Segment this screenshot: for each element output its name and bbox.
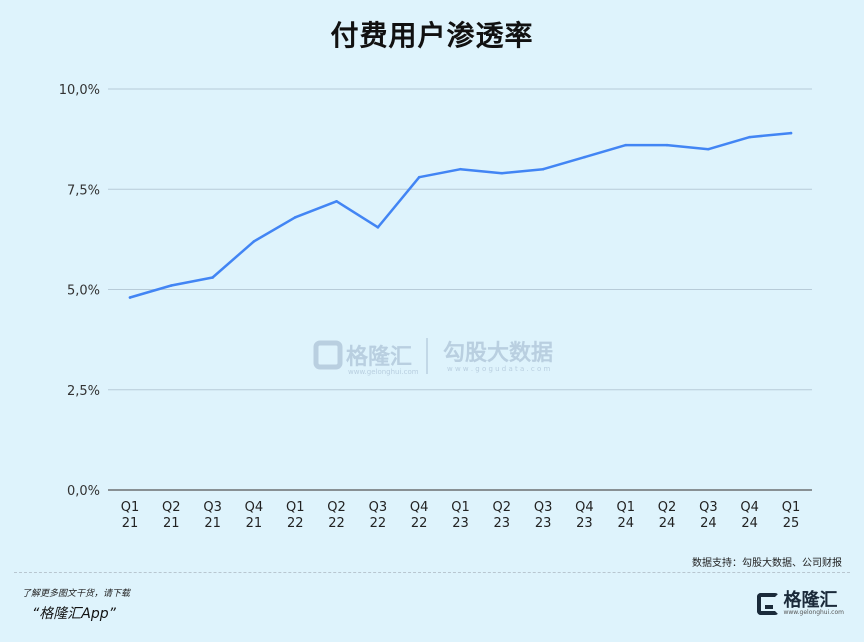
series-line-0 [128,131,793,299]
brand-name: 格隆汇 [783,590,838,611]
y-axis-ticks: 0,0% 2,5% 5,0% 7,5% 10,0% [59,83,100,499]
y-tick-label: 0,0% [67,484,100,499]
x-tick-label: Q1 25 [782,500,801,531]
watermark-brand1-url: www.gelonghui.com [348,368,419,376]
x-axis-ticks: Q1 21 Q2 21 Q3 21 Q4 21 Q1 22 Q2 22 Q3 22 Q4 22 Q1 23 Q2 23… [121,500,801,531]
x-tick-label: Q3 24 [699,500,718,531]
x-tick-label: Q1 24 [616,500,635,531]
watermark: 格隆汇 www.gelonghui.com 勾股大数据 w w w . g o … [313,338,553,376]
data-source: 数据支持：勾股大数据、公司财报 [692,558,842,569]
promo-line-1: 了解更多图文干货，请下载 [22,589,131,599]
x-tick-label: Q1 21 [121,500,140,531]
x-tick-label: Q4 21 [245,500,264,531]
x-tick-label: Q3 21 [203,500,222,531]
brand-logo-icon [757,593,780,615]
data-point [293,216,297,219]
x-tick-label: Q4 22 [410,500,429,531]
y-tick-label: 2,5% [67,384,100,399]
x-tick-label: Q2 24 [658,500,677,531]
watermark-logo-icon [313,340,343,370]
data-point [459,167,462,171]
grid-lines [108,88,812,491]
brand-url: www.gelonghui.com [783,609,844,616]
data-point [707,147,710,151]
x-tick-label: Q4 23 [575,500,594,531]
data-point [541,167,545,171]
watermark-brand1: 格隆汇 [346,344,412,370]
data-point [417,175,421,179]
data-point [500,171,504,175]
data-point [583,155,586,159]
data-point [748,135,751,139]
promo-line-2: “格隆汇App” [32,606,116,622]
chart-title: 付费用户渗透率 [330,19,534,52]
series-lines [128,131,793,299]
data-point [624,143,628,147]
brand-logo: 格隆汇 www.gelonghui.com [757,589,844,619]
x-tick-label: Q2 23 [493,500,512,531]
data-point [376,226,380,229]
data-point [789,131,793,135]
watermark-brand2-url: w w w . g o g u d a t a . c o m [447,365,551,373]
x-tick-label: Q2 22 [327,500,346,531]
data-point [211,276,214,279]
x-tick-label: Q1 22 [286,500,305,531]
footer-divider [14,572,850,573]
x-tick-label: Q1 23 [451,500,470,531]
x-tick-label: Q2 21 [162,500,181,531]
data-point [128,296,132,299]
data-point [665,143,669,147]
x-tick-label: Q3 22 [369,500,388,531]
data-point [335,199,338,203]
watermark-brand2: 勾股大数据 [443,340,553,366]
y-tick-label: 10,0% [59,83,100,98]
data-point [252,240,256,243]
y-tick-label: 5,0% [67,284,100,299]
data-point [170,284,173,287]
x-tick-label: Q3 23 [534,500,553,531]
x-tick-label: Q4 24 [740,500,759,531]
y-tick-label: 7,5% [67,183,100,198]
